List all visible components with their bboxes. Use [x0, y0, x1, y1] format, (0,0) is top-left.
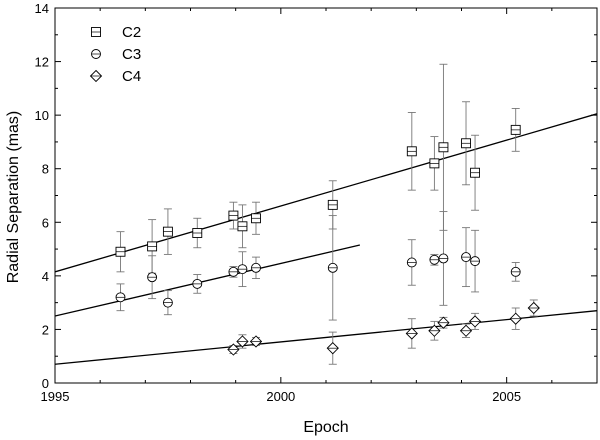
data-point — [405, 327, 418, 340]
y-tick-label: 12 — [35, 55, 49, 70]
series-c2 — [55, 63, 597, 274]
x-tick-label: 1995 — [41, 389, 70, 404]
data-point — [527, 301, 540, 315]
y-tick-label: 10 — [35, 108, 49, 123]
axis-ticks: 1995 2000 2005 0 2 4 6 8 10 12 14 — [35, 1, 598, 404]
data-point — [470, 167, 480, 178]
data-point — [237, 221, 248, 232]
fit-line-c4 — [55, 310, 597, 365]
data-point — [429, 158, 440, 169]
legend-label-c2: C2 — [122, 24, 141, 41]
legend-marker-c3 — [91, 49, 101, 59]
data-point — [251, 213, 261, 224]
fit-line-c3 — [55, 244, 361, 317]
data-point — [429, 254, 440, 265]
data-point — [468, 315, 482, 328]
data-point — [228, 266, 239, 277]
data-point — [470, 256, 480, 267]
data-point — [227, 343, 240, 356]
data-point — [147, 272, 158, 283]
data-point — [437, 316, 450, 329]
data-point — [438, 253, 449, 264]
data-point — [115, 246, 126, 257]
y-tick-label: 8 — [42, 162, 49, 177]
legend-item-c4: C4 — [89, 68, 141, 85]
data-point — [406, 257, 417, 268]
data-point — [327, 262, 338, 273]
data-point — [326, 342, 339, 355]
legend-marker-c4 — [89, 69, 103, 83]
legend: C2 C3 C4 — [89, 24, 141, 85]
y-tick-label: 14 — [35, 1, 49, 16]
legend-label-c3: C3 — [122, 46, 141, 63]
plot-contents — [55, 63, 597, 365]
fit-line-c2 — [55, 113, 597, 273]
data-point — [237, 264, 248, 275]
data-point — [162, 297, 173, 308]
series-c4 — [55, 299, 597, 365]
data-point — [461, 138, 471, 149]
x-axis-title: Epoch — [303, 419, 348, 436]
data-point — [459, 324, 473, 337]
y-tick-label: 0 — [42, 376, 49, 391]
data-point — [249, 335, 263, 348]
y-tick-label: 6 — [42, 215, 49, 230]
data-point — [251, 262, 261, 273]
data-point — [192, 278, 203, 289]
data-point — [147, 241, 158, 252]
data-point — [510, 266, 521, 277]
legend-item-c2: C2 — [91, 24, 141, 41]
series-c3 — [55, 211, 521, 321]
y-axis-title: Radial Separation (mas) — [5, 111, 22, 284]
data-point — [327, 199, 338, 210]
data-point — [428, 324, 441, 337]
data-point — [510, 124, 521, 135]
data-point — [192, 228, 203, 238]
legend-item-c3: C3 — [91, 46, 141, 63]
x-tick-label: 2005 — [492, 389, 521, 404]
legend-marker-c2 — [91, 27, 101, 37]
data-point — [406, 146, 417, 157]
data-point — [162, 226, 173, 237]
data-point — [236, 335, 249, 348]
data-point — [228, 210, 239, 221]
data-point — [509, 312, 522, 325]
data-point — [461, 252, 471, 263]
x-tick-label: 2000 — [266, 389, 295, 404]
legend-label-c4: C4 — [122, 68, 141, 85]
data-point — [438, 142, 449, 153]
data-point — [115, 292, 126, 303]
y-tick-label: 2 — [42, 322, 49, 337]
y-tick-label: 4 — [42, 269, 49, 284]
plot-area — [54, 7, 598, 384]
